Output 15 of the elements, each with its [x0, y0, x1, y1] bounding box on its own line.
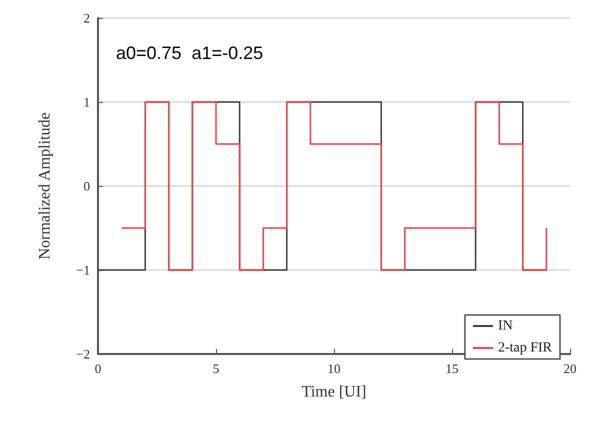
x-tick-label: 5	[212, 361, 220, 376]
legend-label: 2-tap FIR	[498, 340, 553, 356]
x-tick-label: 20	[564, 361, 576, 376]
annotation: a0=0.75 a1=-0.25	[116, 43, 264, 63]
y-tick-label: 1	[84, 94, 90, 110]
x-tick-label: 10	[328, 361, 340, 376]
y-tick-label: 2	[84, 10, 90, 26]
y-tick-label: −1	[76, 262, 90, 278]
y-tick-label: 0	[84, 178, 90, 194]
x-tick-label: 15	[446, 361, 458, 376]
y-tick-label: −2	[76, 346, 90, 362]
y-axis-title: Normalized Amplitude	[36, 112, 54, 260]
legend-label: IN	[498, 318, 513, 334]
x-axis-title: Time [UI]	[302, 384, 366, 400]
x-tick-label: 0	[94, 361, 102, 376]
